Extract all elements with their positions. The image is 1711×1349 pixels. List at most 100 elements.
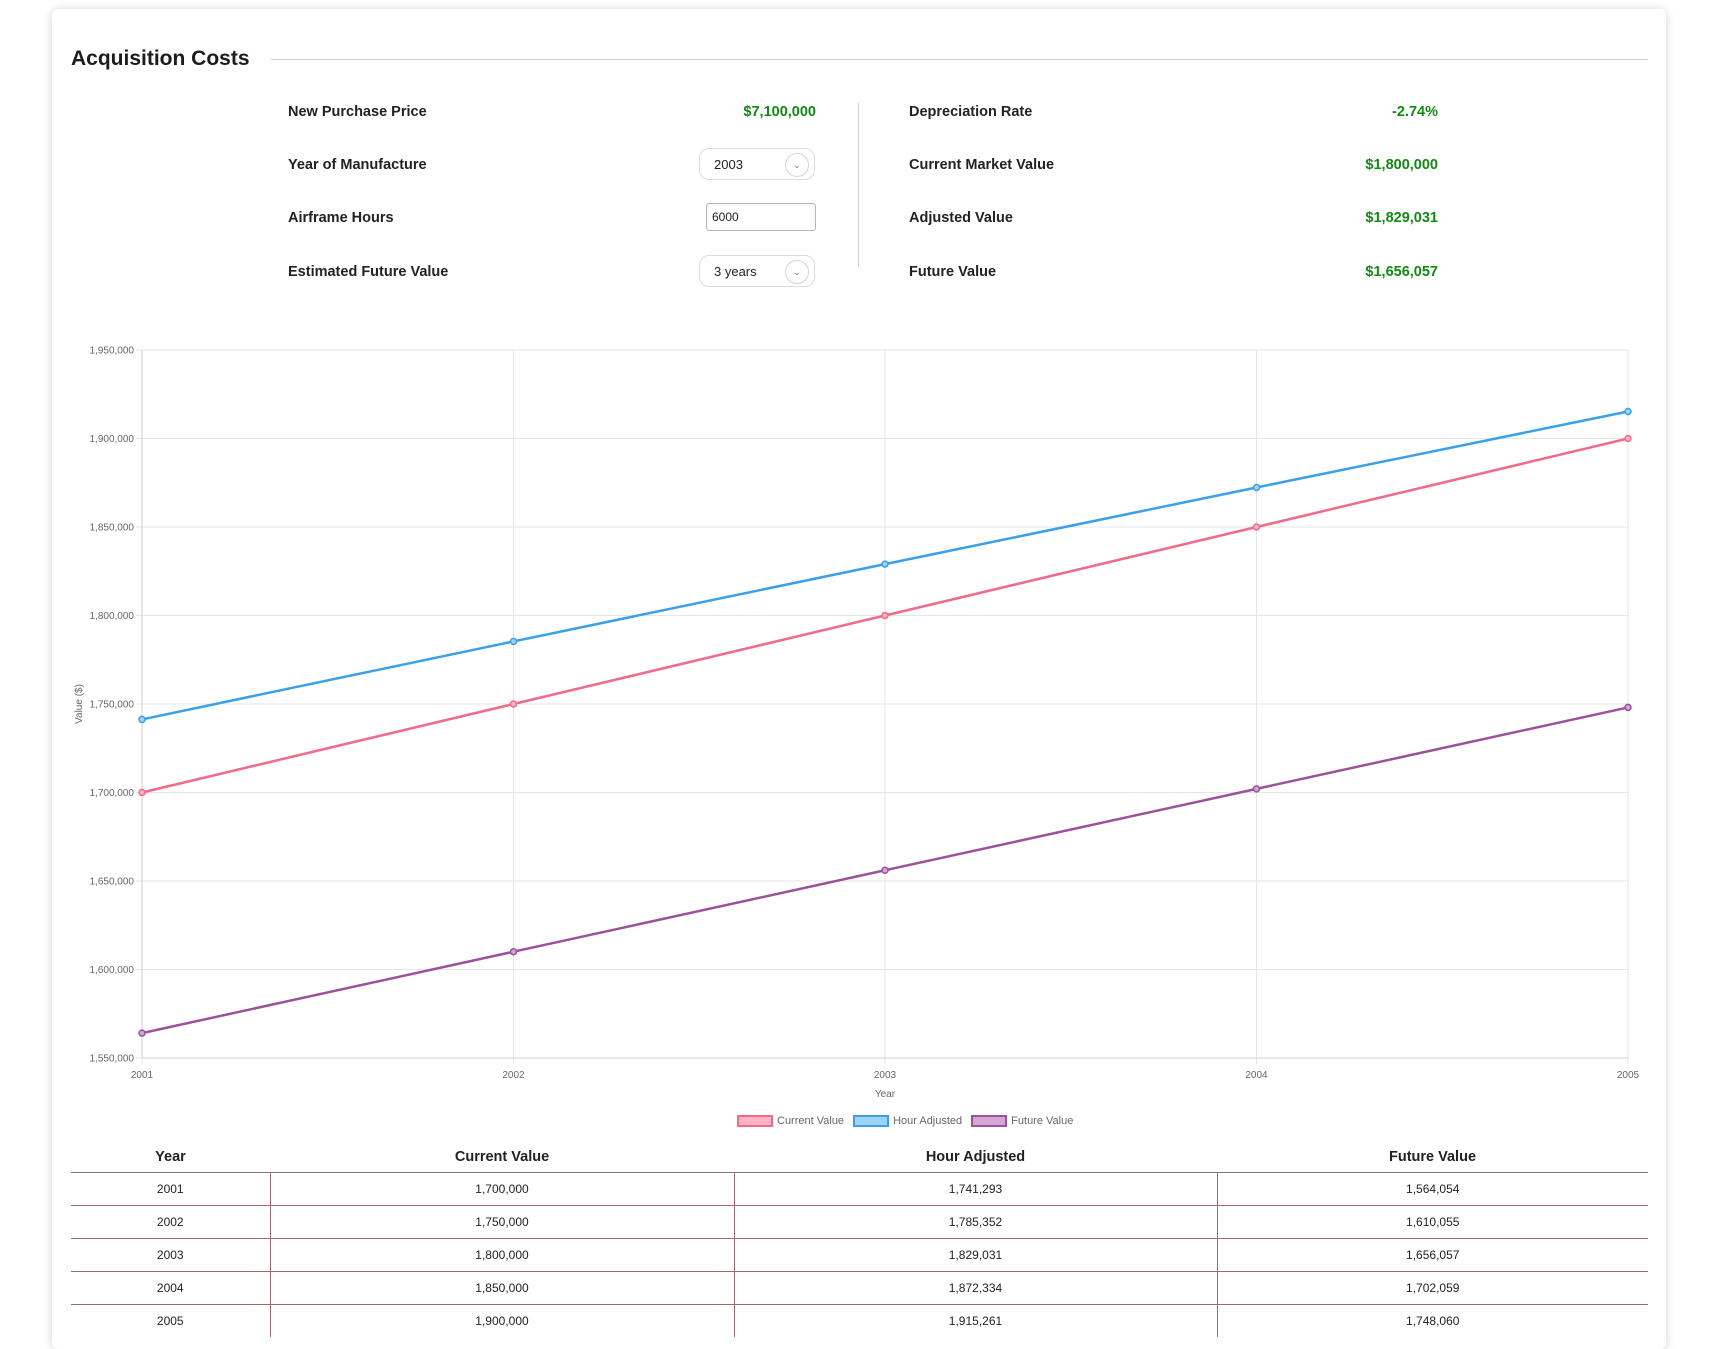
y-tick-label: 1,550,000 <box>90 1054 135 1065</box>
y-tick-label: 1,950,000 <box>90 346 135 357</box>
table-body: 2001 1,700,000 1,741,293 1,564,054 2002 1,750… <box>71 1172 1648 1337</box>
legend-label: Future Value <box>1011 1115 1074 1127</box>
year-of-manufacture-select[interactable]: 2003 ⌄ <box>699 148 815 180</box>
value-line-chart: 1,550,000 1,600,000 1,650,000 1,700,000 1,75… <box>74 346 1640 1101</box>
table-row: 2004 1,850,000 1,872,334 1,702,059 <box>71 1271 1648 1305</box>
cell-hour-adjusted: 1,741,293 <box>733 1172 1217 1206</box>
x-tick-label: 2002 <box>502 1070 525 1081</box>
adjusted-value-value: $1,829,031 <box>1365 210 1438 226</box>
x-tick-label: 2001 <box>131 1070 154 1081</box>
acquisition-costs-card: Acquisition Costs New Purchase Price $7,… <box>52 9 1666 1349</box>
data-point[interactable] <box>509 637 518 646</box>
data-point[interactable] <box>1252 483 1261 492</box>
chart-series <box>138 407 1632 1037</box>
cell-hour-adjusted: 1,829,031 <box>733 1238 1217 1272</box>
data-point[interactable] <box>1624 434 1632 443</box>
new-purchase-price-label: New Purchase Price <box>288 104 427 120</box>
airframe-hours-label: Airframe Hours <box>288 210 394 226</box>
section-title: Acquisition Costs <box>71 47 250 70</box>
legend-label: Current Value <box>777 1115 845 1127</box>
value-table: Year Current Value Hour Adjusted Future … <box>71 1142 1648 1337</box>
x-axis-title: Year <box>875 1089 896 1100</box>
cell-current-value: 1,700,000 <box>269 1172 734 1206</box>
data-point[interactable] <box>509 700 518 708</box>
legend-label: Hour Adjusted <box>893 1115 963 1127</box>
data-point[interactable] <box>1252 523 1261 531</box>
chevron-down-icon: ⌄ <box>785 153 809 177</box>
cell-current-value: 1,850,000 <box>269 1271 734 1305</box>
estimated-future-value-selected: 3 years <box>714 264 757 279</box>
y-tick-label: 1,600,000 <box>90 965 135 976</box>
cell-future-value: 1,702,059 <box>1216 1271 1648 1305</box>
table-row: 2002 1,750,000 1,785,352 1,610,055 <box>71 1205 1648 1239</box>
x-tick-label: 2003 <box>874 1070 897 1081</box>
x-tick-label: 2005 <box>1617 1070 1640 1081</box>
cell-future-value: 1,564,054 <box>1216 1172 1648 1206</box>
future-value-label: Future Value <box>909 264 997 280</box>
cell-future-value: 1,748,060 <box>1216 1304 1648 1337</box>
data-point[interactable] <box>881 560 889 568</box>
chevron-down-icon: ⌄ <box>785 260 809 284</box>
x-tick-label: 2004 <box>1245 1070 1268 1081</box>
header-future-value: Future Value <box>1217 1142 1648 1173</box>
data-point[interactable] <box>138 788 146 797</box>
chart-legend: Current Value Hour Adjusted Future Value <box>737 1113 1082 1129</box>
current-market-value-label: Current Market Value <box>909 157 1055 173</box>
legend-item[interactable]: Hour Adjusted <box>853 1115 962 1127</box>
column-divider <box>858 103 859 267</box>
y-tick-label: 1,900,000 <box>90 434 135 445</box>
cell-hour-adjusted: 1,785,352 <box>733 1205 1217 1239</box>
y-tick-label: 1,750,000 <box>90 700 135 711</box>
table-row: 2003 1,800,000 1,829,031 1,656,057 <box>71 1238 1648 1272</box>
cell-year: 2004 <box>71 1271 270 1305</box>
estimated-future-value-select[interactable]: 3 years ⌄ <box>699 255 815 287</box>
table-row: 2005 1,900,000 1,915,261 1,748,060 <box>71 1304 1648 1337</box>
title-divider <box>271 59 1648 60</box>
header-year: Year <box>71 1142 270 1173</box>
data-point[interactable] <box>138 715 146 724</box>
chart-axes: 1,550,000 1,600,000 1,650,000 1,700,000 1,75… <box>90 346 1640 1082</box>
cell-current-value: 1,750,000 <box>269 1205 734 1239</box>
cell-year: 2003 <box>71 1238 270 1272</box>
header-current-value: Current Value <box>270 1142 734 1173</box>
airframe-hours-input[interactable] <box>706 203 816 231</box>
data-point[interactable] <box>138 1029 146 1037</box>
y-tick-label: 1,800,000 <box>90 611 135 622</box>
y-tick-label: 1,700,000 <box>90 788 135 799</box>
depreciation-rate-value: -2.74% <box>1392 104 1438 120</box>
y-tick-label: 1,850,000 <box>90 523 135 534</box>
cell-current-value: 1,800,000 <box>269 1238 734 1272</box>
future-value-value: $1,656,057 <box>1365 264 1438 280</box>
estimated-future-value-label: Estimated Future Value <box>288 264 449 280</box>
data-point[interactable] <box>1624 703 1632 712</box>
cell-year: 2001 <box>71 1172 270 1206</box>
data-point[interactable] <box>881 866 889 875</box>
legend-swatch <box>853 1115 890 1127</box>
legend-swatch <box>971 1115 1008 1127</box>
cell-year: 2002 <box>71 1205 270 1239</box>
cell-hour-adjusted: 1,915,261 <box>733 1304 1217 1337</box>
new-purchase-price-value: $7,100,000 <box>743 104 816 120</box>
year-of-manufacture-label: Year of Manufacture <box>288 157 427 173</box>
year-of-manufacture-selected: 2003 <box>714 157 743 172</box>
table-row: 2001 1,700,000 1,741,293 1,564,054 <box>71 1172 1648 1206</box>
cell-current-value: 1,900,000 <box>269 1304 734 1337</box>
table-header-row: Year Current Value Hour Adjusted Future … <box>71 1142 1648 1173</box>
adjusted-value-label: Adjusted Value <box>909 210 1013 226</box>
depreciation-rate-label: Depreciation Rate <box>909 104 1033 120</box>
y-axis-title: Value ($) <box>74 684 85 724</box>
header-hour-adjusted: Hour Adjusted <box>734 1142 1217 1173</box>
data-point[interactable] <box>1624 407 1632 416</box>
cell-hour-adjusted: 1,872,334 <box>733 1271 1217 1305</box>
data-point[interactable] <box>509 947 518 956</box>
legend-item[interactable]: Future Value <box>971 1115 1073 1127</box>
y-tick-label: 1,650,000 <box>90 877 135 888</box>
current-market-value-value: $1,800,000 <box>1365 157 1438 173</box>
cell-future-value: 1,656,057 <box>1216 1238 1648 1272</box>
cell-year: 2005 <box>156 1314 184 1328</box>
data-point[interactable] <box>881 611 889 620</box>
legend-swatch <box>737 1115 773 1127</box>
data-point[interactable] <box>1252 785 1261 793</box>
cell-future-value: 1,610,055 <box>1216 1205 1648 1239</box>
legend-item[interactable]: Current Value <box>737 1115 844 1127</box>
